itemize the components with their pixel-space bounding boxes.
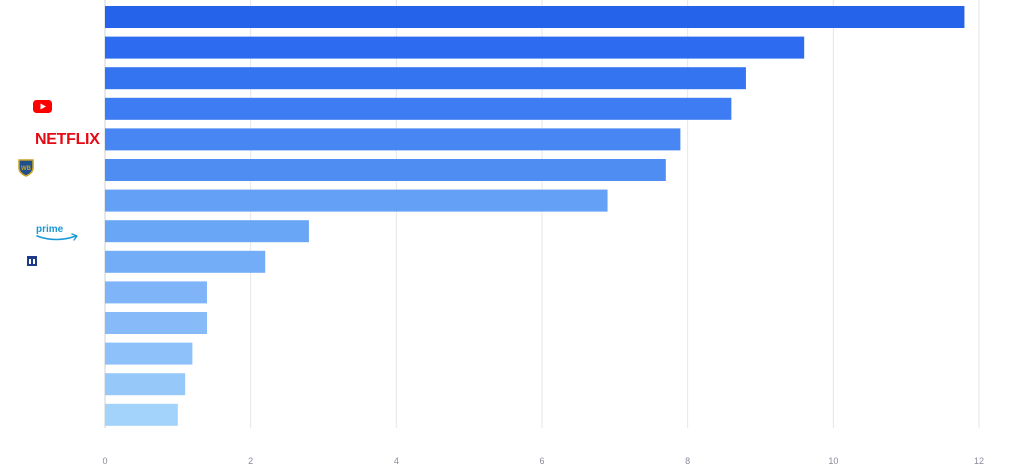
x-tick-label: 4 [394, 456, 399, 466]
x-tick-label: 10 [828, 456, 838, 466]
svg-text:prime: prime [36, 224, 64, 235]
bar[interactable] [105, 36, 805, 59]
bars [105, 6, 965, 426]
x-tick-label: 0 [102, 456, 107, 466]
x-tick-label: 2 [248, 456, 253, 466]
bar[interactable] [105, 250, 266, 273]
bar[interactable] [105, 189, 608, 212]
bar[interactable] [105, 67, 746, 90]
bar[interactable] [105, 281, 207, 304]
x-tick-label: 8 [685, 456, 690, 466]
svg-text:WB: WB [21, 166, 32, 172]
bar[interactable] [105, 342, 193, 365]
small-blue-logo [27, 256, 37, 266]
x-tick-label: 12 [974, 456, 984, 466]
bar[interactable] [105, 220, 309, 243]
prime-video-logo: prime [36, 224, 78, 241]
bar[interactable] [105, 373, 186, 396]
warner-bros-logo: WB [18, 159, 34, 177]
bar[interactable] [105, 159, 666, 181]
bar[interactable] [105, 312, 207, 334]
bar[interactable] [105, 403, 178, 426]
x-tick-labels: 0 2 4 6 8 10 12 [102, 456, 984, 466]
youtube-logo [33, 100, 52, 113]
bar[interactable] [105, 128, 681, 151]
svg-text:NETFLIX: NETFLIX [35, 131, 100, 148]
grid-lines [250, 0, 980, 428]
bar[interactable] [105, 6, 965, 28]
bar[interactable] [105, 97, 732, 120]
x-tick-label: 6 [539, 456, 544, 466]
netflix-logo: NETFLIX [35, 131, 100, 148]
